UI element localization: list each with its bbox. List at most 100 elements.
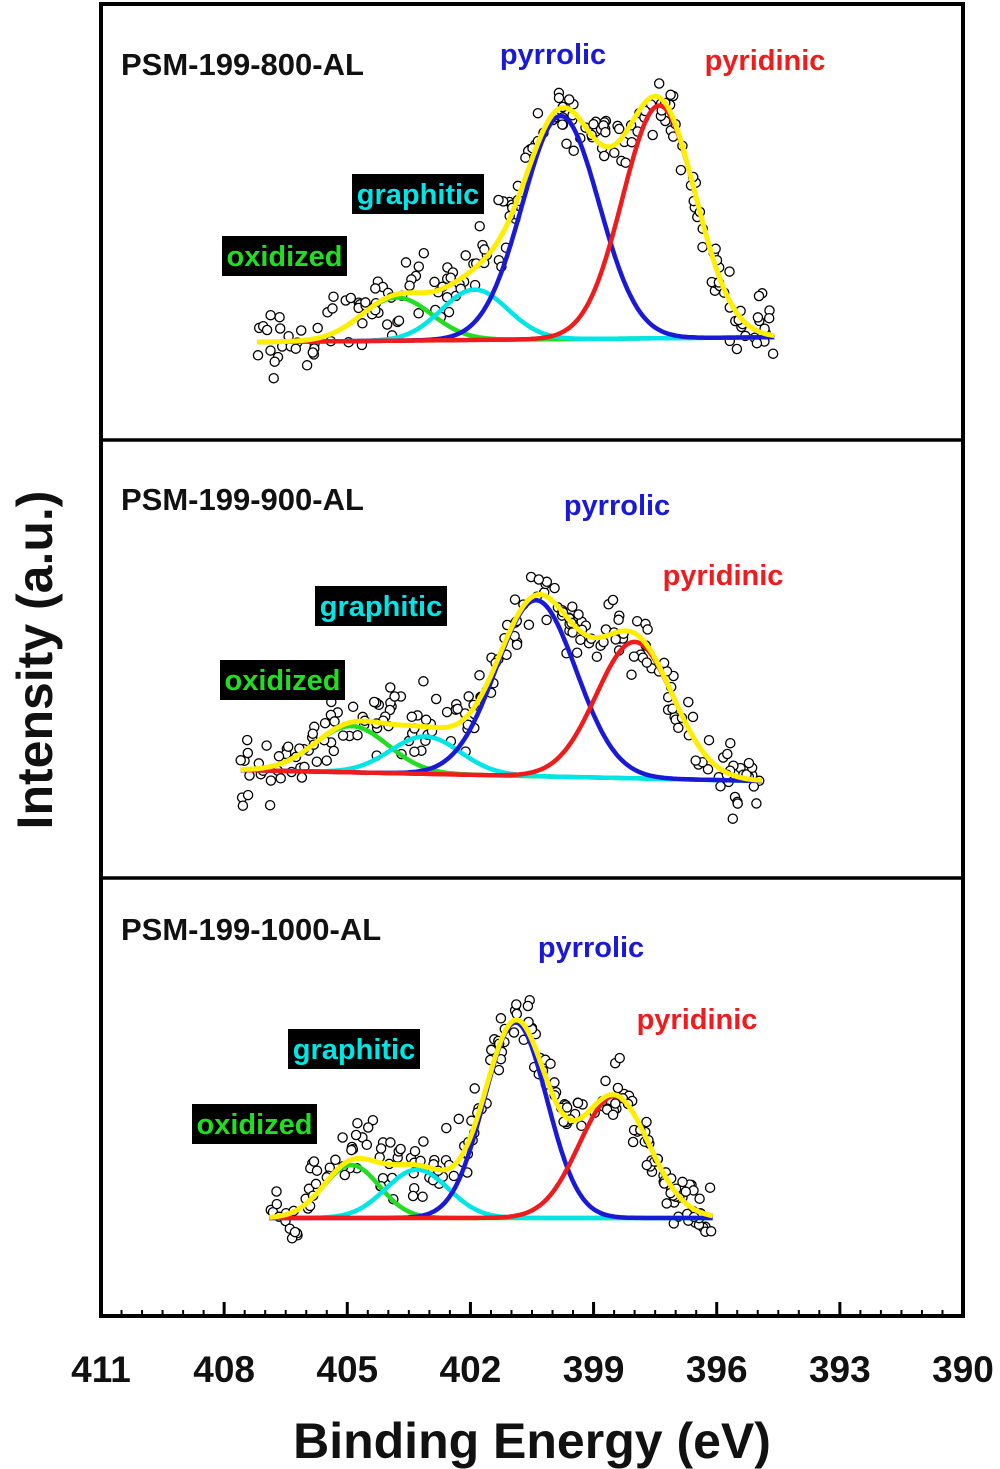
- data-point: [469, 1083, 480, 1094]
- data-point: [600, 126, 611, 138]
- data-point: [463, 691, 474, 702]
- x-axis-title: Binding Energy (eV): [293, 1413, 771, 1469]
- data-point: [289, 1226, 301, 1238]
- data-point: [271, 1198, 283, 1210]
- envelope-curve: [269, 1017, 714, 1220]
- data-point: [357, 318, 368, 329]
- data-point: [429, 276, 440, 288]
- data-point: [661, 1198, 672, 1209]
- data-point: [694, 1193, 705, 1204]
- panel-title: PSM-199-1000-AL: [121, 912, 381, 947]
- data-point: [627, 1136, 639, 1148]
- data-point: [242, 789, 254, 801]
- data-point: [673, 722, 684, 734]
- data-point: [409, 746, 420, 757]
- x-tick-label: 405: [316, 1349, 378, 1390]
- data-point: [330, 1154, 341, 1166]
- oxidized-label: oxidized: [224, 665, 340, 697]
- oxidized-label-box: [222, 236, 347, 276]
- data-point: [725, 737, 736, 749]
- data-point: [312, 322, 323, 334]
- oxidized-label-box: [220, 660, 345, 700]
- data-point: [328, 745, 340, 757]
- x-axis: 411 408 405 402 399 396 393 390: [71, 1302, 994, 1390]
- data-point: [511, 639, 523, 651]
- data-point: [352, 729, 363, 741]
- data-point: [683, 696, 694, 708]
- data-point: [731, 343, 743, 355]
- data-point: [264, 799, 276, 811]
- graphitic-label: graphitic: [293, 1034, 415, 1066]
- data-point: [563, 94, 575, 105]
- data-point: [370, 283, 381, 294]
- data-point: [641, 657, 653, 668]
- data-point: [474, 670, 485, 681]
- data-point: [368, 696, 380, 708]
- panel-3: PSM-199-1000-AL oxidized graphitic pyrrolic…: [121, 912, 758, 1244]
- data-point: [680, 1186, 692, 1197]
- data-point: [751, 337, 763, 349]
- data-point: [697, 241, 708, 253]
- y-axis-title: Intensity (a.u.): [7, 491, 63, 830]
- data-point: [704, 1182, 716, 1193]
- data-point: [541, 614, 552, 626]
- data-point: [751, 798, 762, 809]
- data-point: [511, 999, 522, 1010]
- data-point: [610, 1098, 621, 1109]
- graphitic-label: graphitic: [320, 591, 442, 623]
- data-point: [413, 261, 425, 272]
- data-point: [307, 347, 319, 358]
- envelope-curve: [240, 592, 763, 783]
- oxidized-label: oxidized: [196, 1109, 312, 1141]
- data-point: [418, 676, 429, 687]
- data-point: [413, 308, 424, 319]
- data-point: [441, 1122, 452, 1134]
- data-point: [642, 624, 653, 635]
- data-point: [520, 152, 531, 163]
- data-point: [641, 1159, 653, 1171]
- data-point: [609, 147, 620, 159]
- data-point: [404, 280, 415, 291]
- data-point: [453, 1113, 465, 1125]
- data-point: [573, 609, 584, 620]
- data-point: [308, 1156, 320, 1167]
- data-point: [328, 291, 339, 302]
- data-point: [311, 1165, 323, 1176]
- data-point: [409, 1145, 421, 1157]
- data-point: [271, 1186, 282, 1197]
- data-point: [561, 1102, 573, 1113]
- data-point: [311, 756, 323, 767]
- data-point: [350, 1129, 362, 1141]
- data-point: [522, 1000, 534, 1012]
- data-point: [613, 123, 625, 135]
- panel-1: PSM-199-800-AL oxidized graphitic pyrrolic p…: [121, 39, 825, 384]
- pyridinic-label: pyridinic: [663, 560, 784, 592]
- data-point: [319, 717, 331, 729]
- data-point: [509, 594, 521, 605]
- data-point: [265, 345, 276, 356]
- data-point: [588, 118, 599, 130]
- data-point: [310, 1178, 322, 1190]
- pyridinic-label: pyridinic: [637, 1004, 758, 1036]
- envelope-curve: [257, 93, 775, 345]
- data-point: [653, 78, 665, 89]
- data-point: [301, 360, 313, 371]
- data-point: [600, 1075, 611, 1087]
- data-point: [393, 315, 405, 326]
- data-point: [296, 772, 308, 783]
- data-point: [268, 372, 279, 384]
- data-point: [572, 1097, 584, 1109]
- data-point: [261, 740, 272, 751]
- data-point: [705, 1226, 717, 1237]
- data-point: [339, 1169, 351, 1181]
- graphitic-label-box: [315, 586, 447, 626]
- data-point: [381, 319, 393, 330]
- data-point: [532, 107, 544, 119]
- data-point: [743, 757, 755, 769]
- data-point: [395, 1143, 406, 1155]
- data-point: [508, 1027, 520, 1038]
- data-point: [479, 244, 490, 255]
- data-point: [677, 1176, 688, 1188]
- data-point: [275, 773, 286, 784]
